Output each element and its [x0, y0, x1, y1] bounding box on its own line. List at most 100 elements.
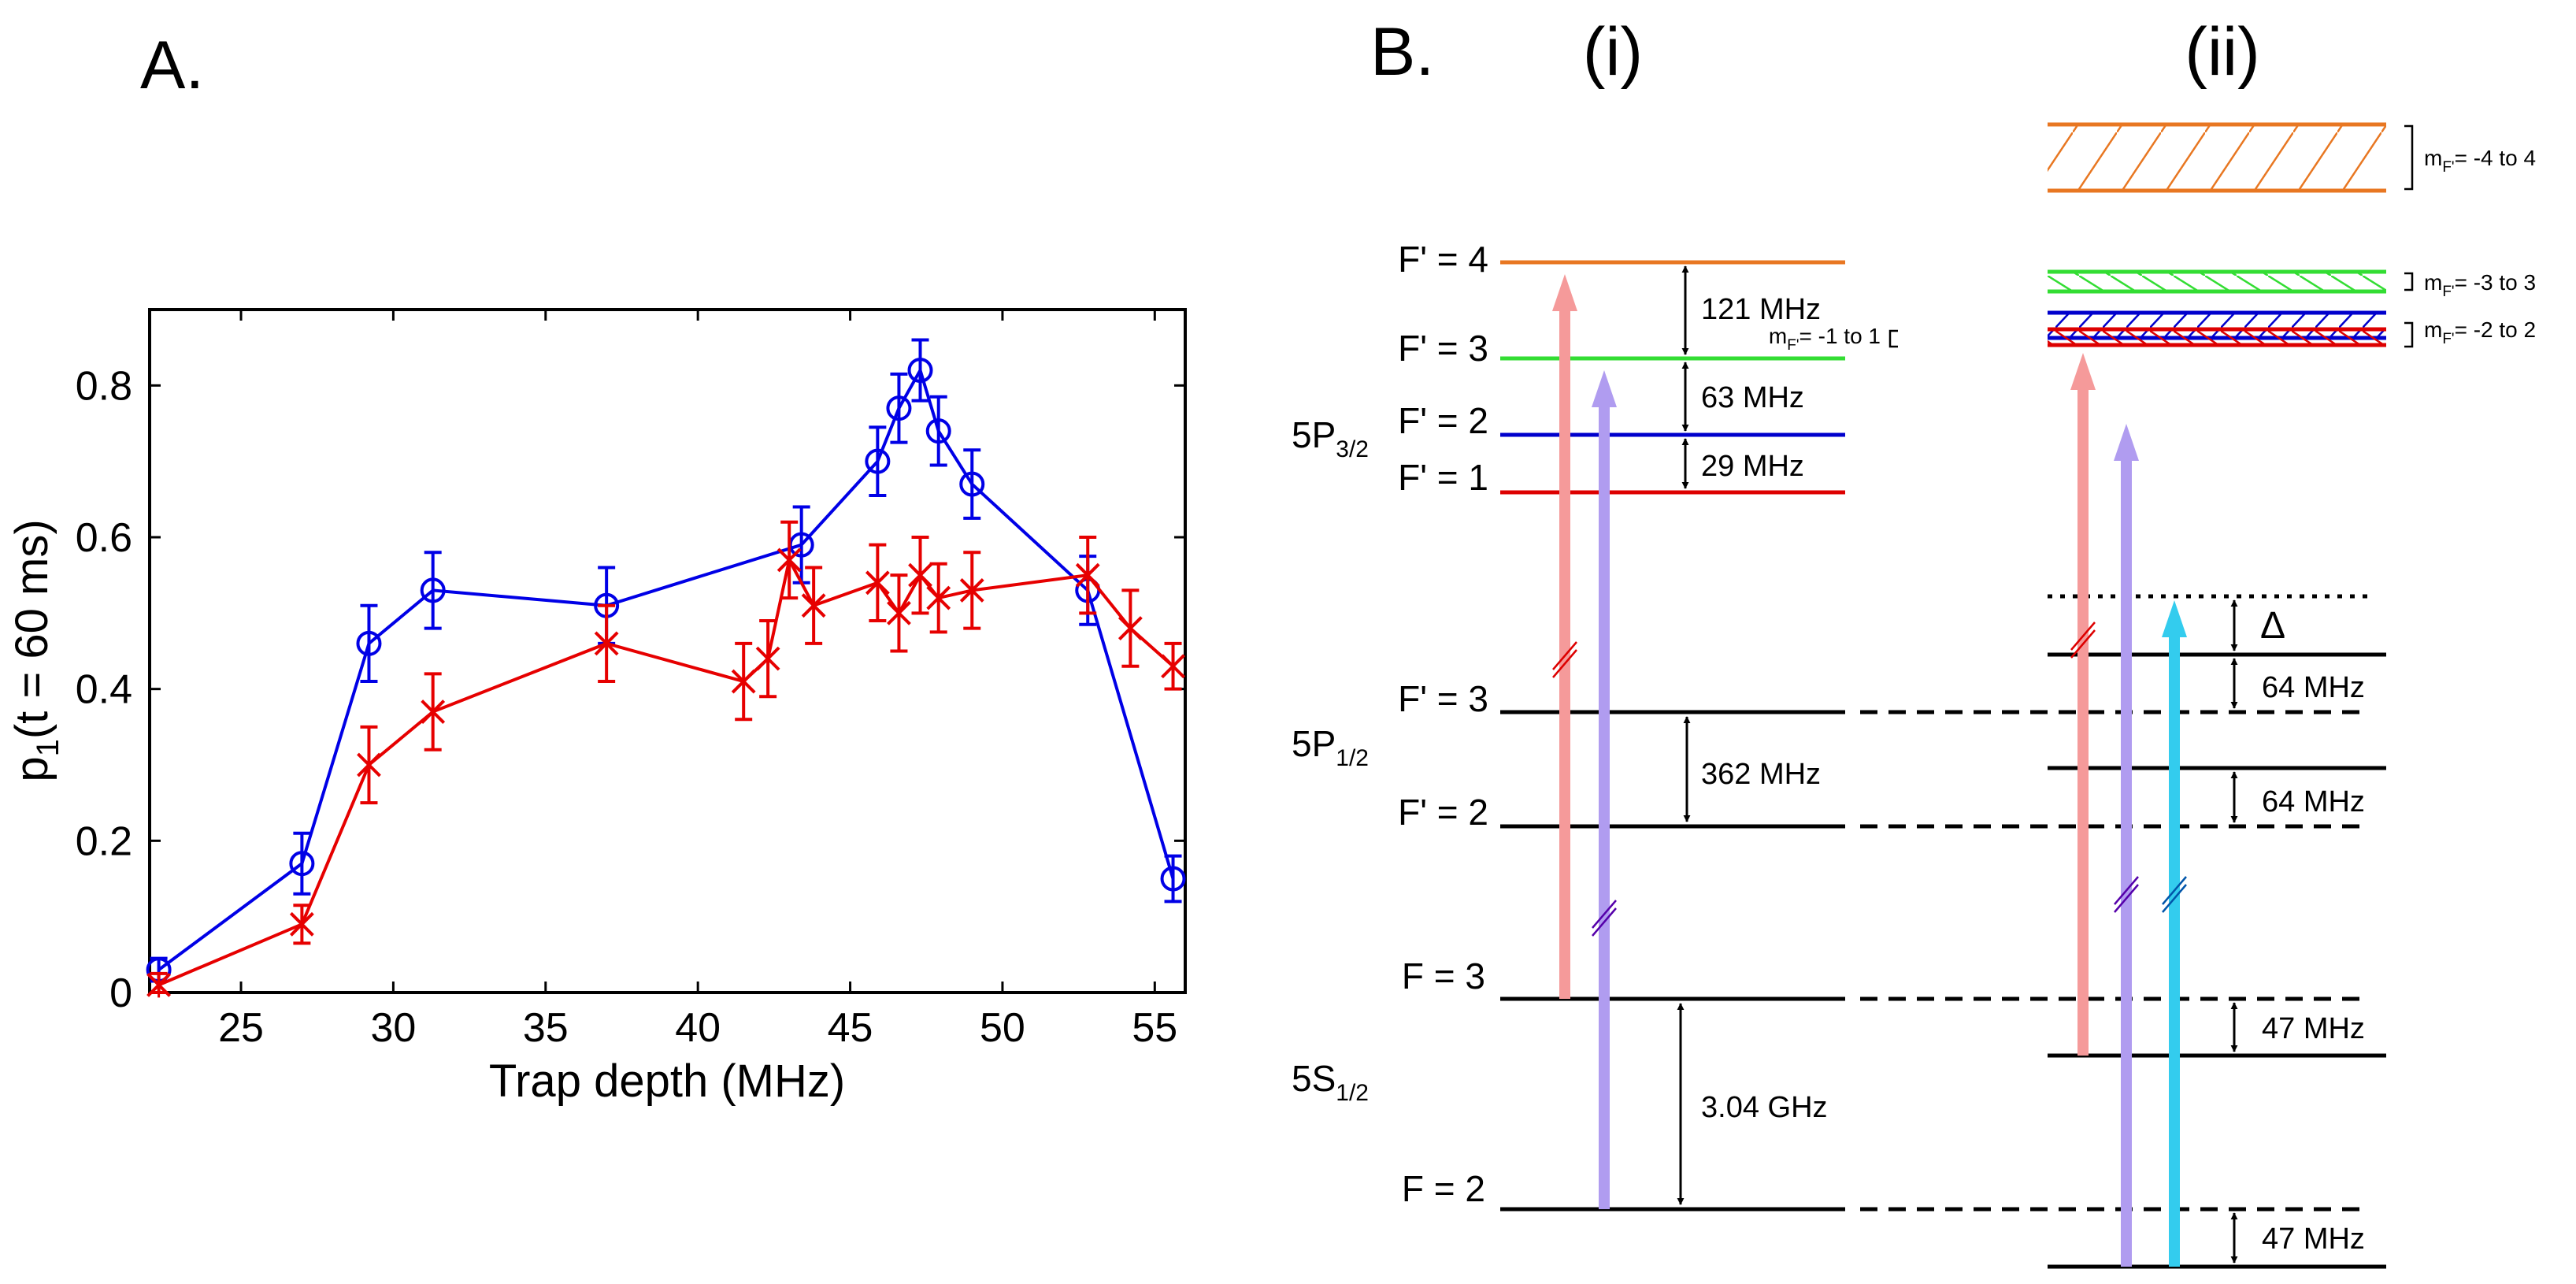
data-point [886, 395, 912, 421]
data-point [1118, 615, 1143, 641]
spacing-47a: 47 MHz [2262, 1012, 2365, 1045]
state-5s12: 5S1/2 [1292, 1058, 1369, 1106]
x-ticks: 25 30 35 40 45 50 55 [218, 310, 1177, 1051]
spacing-labels-ii: Δ 64 MHz 64 MHz 47 MHz 47 MHz [2260, 605, 2365, 1256]
data-point [926, 585, 951, 611]
y-tick-label: 0.2 [76, 818, 132, 864]
series-x [146, 520, 1185, 998]
y-label-main: p [6, 756, 57, 781]
label-f3: F = 3 [1402, 956, 1485, 996]
label-fp4: F' = 4 [1398, 239, 1488, 280]
mf-label-3: mF'= -3 to 3 [2424, 270, 2536, 300]
manifold-f3 [2048, 272, 2386, 291]
transition-arrows-ii [2070, 353, 2187, 1267]
arrow-purple-ii [2121, 457, 2132, 1267]
error-bar [890, 372, 908, 444]
label-fp2: F' = 2 [1398, 400, 1488, 441]
data-point [907, 358, 933, 384]
label-fp1: F' = 1 [1398, 457, 1488, 498]
mf-labels: mF'= -4 to 4 mF'= -3 to 3 mF'= -2 to 2 m… [1769, 146, 2536, 354]
data-point [146, 972, 172, 998]
mf-label-2: mF'= -2 to 2 [2424, 317, 2536, 347]
spacing-delta: Δ [2260, 605, 2285, 647]
data-point [1161, 653, 1185, 679]
panel-b: B. (i) (ii) 5P3/2 5P1/2 5S1/2 F' = 4 F' … [1292, 14, 2536, 1269]
data-point [887, 600, 911, 626]
arrow-cyan-ii-head [2162, 600, 2187, 637]
data-point [594, 630, 619, 656]
data-point [801, 592, 826, 618]
x-tick-label: 35 [523, 1005, 569, 1051]
y-tick-label: 0.8 [76, 363, 132, 409]
chart-a: 25 30 35 40 45 50 55 0 0.2 0.4 0.6 0.8 Trap depth … [6, 308, 1187, 1107]
x-tick-label: 55 [1132, 1005, 1177, 1051]
y-axis-label: p1(t = 60 ms) [6, 519, 65, 781]
data-point [421, 699, 446, 725]
data-point [420, 577, 446, 603]
error-bar [911, 338, 929, 403]
data-point [865, 448, 891, 474]
spacing-63: 63 MHz [1701, 381, 1804, 414]
manifold-f1 [2048, 329, 2386, 345]
spacing-labels-i: 121 MHz 63 MHz 29 MHz 362 MHz 3.04 GHz [1701, 293, 1828, 1124]
mf-label-4: mF'= -4 to 4 [2424, 146, 2536, 176]
arrow-red-ii-head [2070, 353, 2096, 390]
y-tick-label: 0.6 [76, 515, 132, 561]
mf-label-1: mF'= -1 to 1 [1769, 324, 1881, 354]
x-tick-label: 50 [980, 1005, 1025, 1051]
error-bar [1164, 854, 1182, 904]
y-label-rest: (t = 60 ms) [6, 519, 57, 739]
levels-ii [2048, 594, 2386, 1269]
error-bar [424, 551, 442, 630]
series-circle [146, 338, 1186, 983]
y-tick-label: 0.4 [76, 667, 132, 713]
x-tick-label: 25 [218, 1005, 264, 1051]
data-point [959, 577, 984, 603]
data-point [908, 562, 932, 588]
sub-label-i: (i) [1583, 14, 1643, 90]
plot-frame [148, 308, 1187, 994]
state-5p32: 5P3/2 [1292, 414, 1369, 462]
transition-arrows-i [1552, 274, 1617, 1209]
left-level-labels: F' = 4 F' = 3 F' = 2 F' = 1 F' = 3 F' = … [1398, 239, 1488, 1209]
spacing-29: 29 MHz [1701, 450, 1804, 483]
data-point [731, 669, 756, 695]
x-tick-label: 45 [828, 1005, 873, 1051]
label-fp2b: F' = 2 [1398, 792, 1488, 833]
data-point [357, 752, 381, 777]
x-tick-label: 30 [370, 1005, 416, 1051]
arrow-red-i-head [1552, 274, 1577, 311]
data-point [1160, 866, 1186, 892]
series-line [158, 366, 1175, 971]
spacing-47b: 47 MHz [2262, 1223, 2365, 1256]
y-label-sub: 1 [31, 739, 65, 756]
arrow-red-i [1559, 307, 1570, 999]
label-fp3: F' = 3 [1398, 328, 1488, 369]
data-point [959, 471, 985, 497]
error-bar [869, 425, 887, 498]
data-point [925, 418, 951, 444]
manifolds-ii [2048, 122, 2386, 347]
label-f2: F = 2 [1402, 1168, 1485, 1209]
spacing-64a: 64 MHz [2262, 671, 2365, 704]
spacing-362: 362 MHz [1701, 758, 1821, 791]
spacing-304: 3.04 GHz [1701, 1091, 1828, 1124]
y-ticks: 0 0.2 0.4 0.6 0.8 [76, 363, 1185, 1016]
arrow-purple-i-head [1592, 370, 1617, 407]
arrow-red-ii [2077, 386, 2089, 1056]
sub-label-ii: (ii) [2185, 14, 2260, 90]
error-bar [360, 603, 378, 684]
x-axis-label: Trap depth (MHz) [489, 1056, 845, 1107]
data-point [356, 630, 382, 656]
manifold-f4 [2048, 124, 2386, 191]
spacing-64b: 64 MHz [2262, 785, 2365, 818]
panel-a-label: A. [140, 28, 204, 103]
data-point [777, 547, 802, 573]
data-point [289, 851, 315, 877]
levels-i [1500, 260, 1845, 1212]
y-tick-label: 0 [109, 970, 132, 1016]
panel-a: A. 25 30 35 40 45 50 55 0 0.2 0.4 0.6 0.8 Trap dep… [6, 28, 1187, 1107]
arrow-purple-ii-head [2114, 424, 2139, 461]
data-point [755, 646, 780, 672]
